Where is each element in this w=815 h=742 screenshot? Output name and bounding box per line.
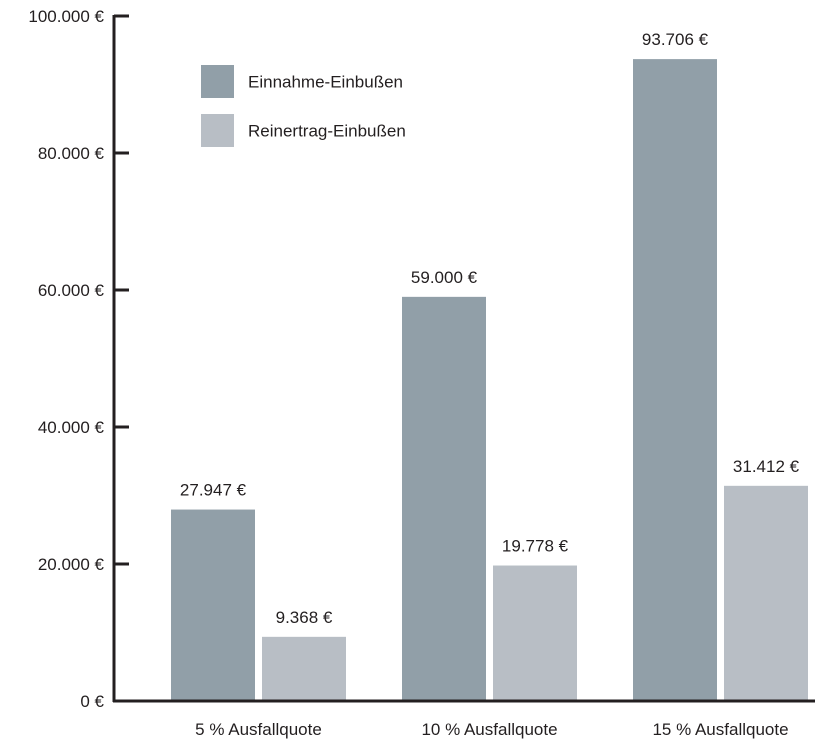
- bar-reinertrag: [262, 636, 346, 701]
- bars: [171, 59, 808, 702]
- x-axis: 5 % Ausfallquote 10 % Ausfallquote 15 % Au…: [113, 699, 815, 739]
- bar-einnahme: [402, 296, 486, 701]
- bar-value-label: 31.412 €: [733, 457, 800, 476]
- legend-label: Einnahme-Einbußen: [248, 73, 403, 92]
- y-tick-label: 20.000 €: [38, 555, 105, 574]
- bar-reinertrag: [493, 565, 577, 701]
- x-category-label: 5 % Ausfallquote: [195, 720, 322, 739]
- bar-value-label: 27.947 €: [180, 481, 247, 500]
- x-category-label: 15 % Ausfallquote: [652, 720, 788, 739]
- data-labels: 27.947 € 9.368 € 59.000 € 19.778 € 93.706 € 3…: [180, 30, 800, 627]
- bar-value-label: 19.778 €: [502, 537, 569, 556]
- y-tick-label: 0 €: [80, 692, 104, 711]
- y-tick-label: 100.000 €: [28, 7, 104, 26]
- bar-einnahme: [633, 59, 717, 702]
- y-tick-label: 60.000 €: [38, 281, 105, 300]
- legend-swatch: [201, 65, 234, 98]
- y-tick-label: 80.000 €: [38, 144, 105, 163]
- y-axis: 0 € 20.000 € 40.000 € 60.000 € 80.000 € 100.0…: [28, 7, 129, 711]
- legend-label: Reinertrag-Einbußen: [248, 122, 406, 141]
- legend: Einnahme-Einbußen Reinertrag-Einbußen: [201, 65, 406, 147]
- x-category-label: 10 % Ausfallquote: [421, 720, 557, 739]
- bar-value-label: 59.000 €: [411, 268, 478, 287]
- bar-reinertrag: [724, 485, 808, 701]
- bar-value-label: 93.706 €: [642, 30, 709, 49]
- legend-swatch: [201, 114, 234, 147]
- bar-einnahme: [171, 509, 255, 701]
- y-tick-label: 40.000 €: [38, 418, 105, 437]
- bar-value-label: 9.368 €: [276, 608, 333, 627]
